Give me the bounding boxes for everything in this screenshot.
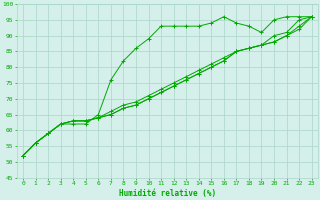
- X-axis label: Humidité relative (%): Humidité relative (%): [119, 189, 216, 198]
